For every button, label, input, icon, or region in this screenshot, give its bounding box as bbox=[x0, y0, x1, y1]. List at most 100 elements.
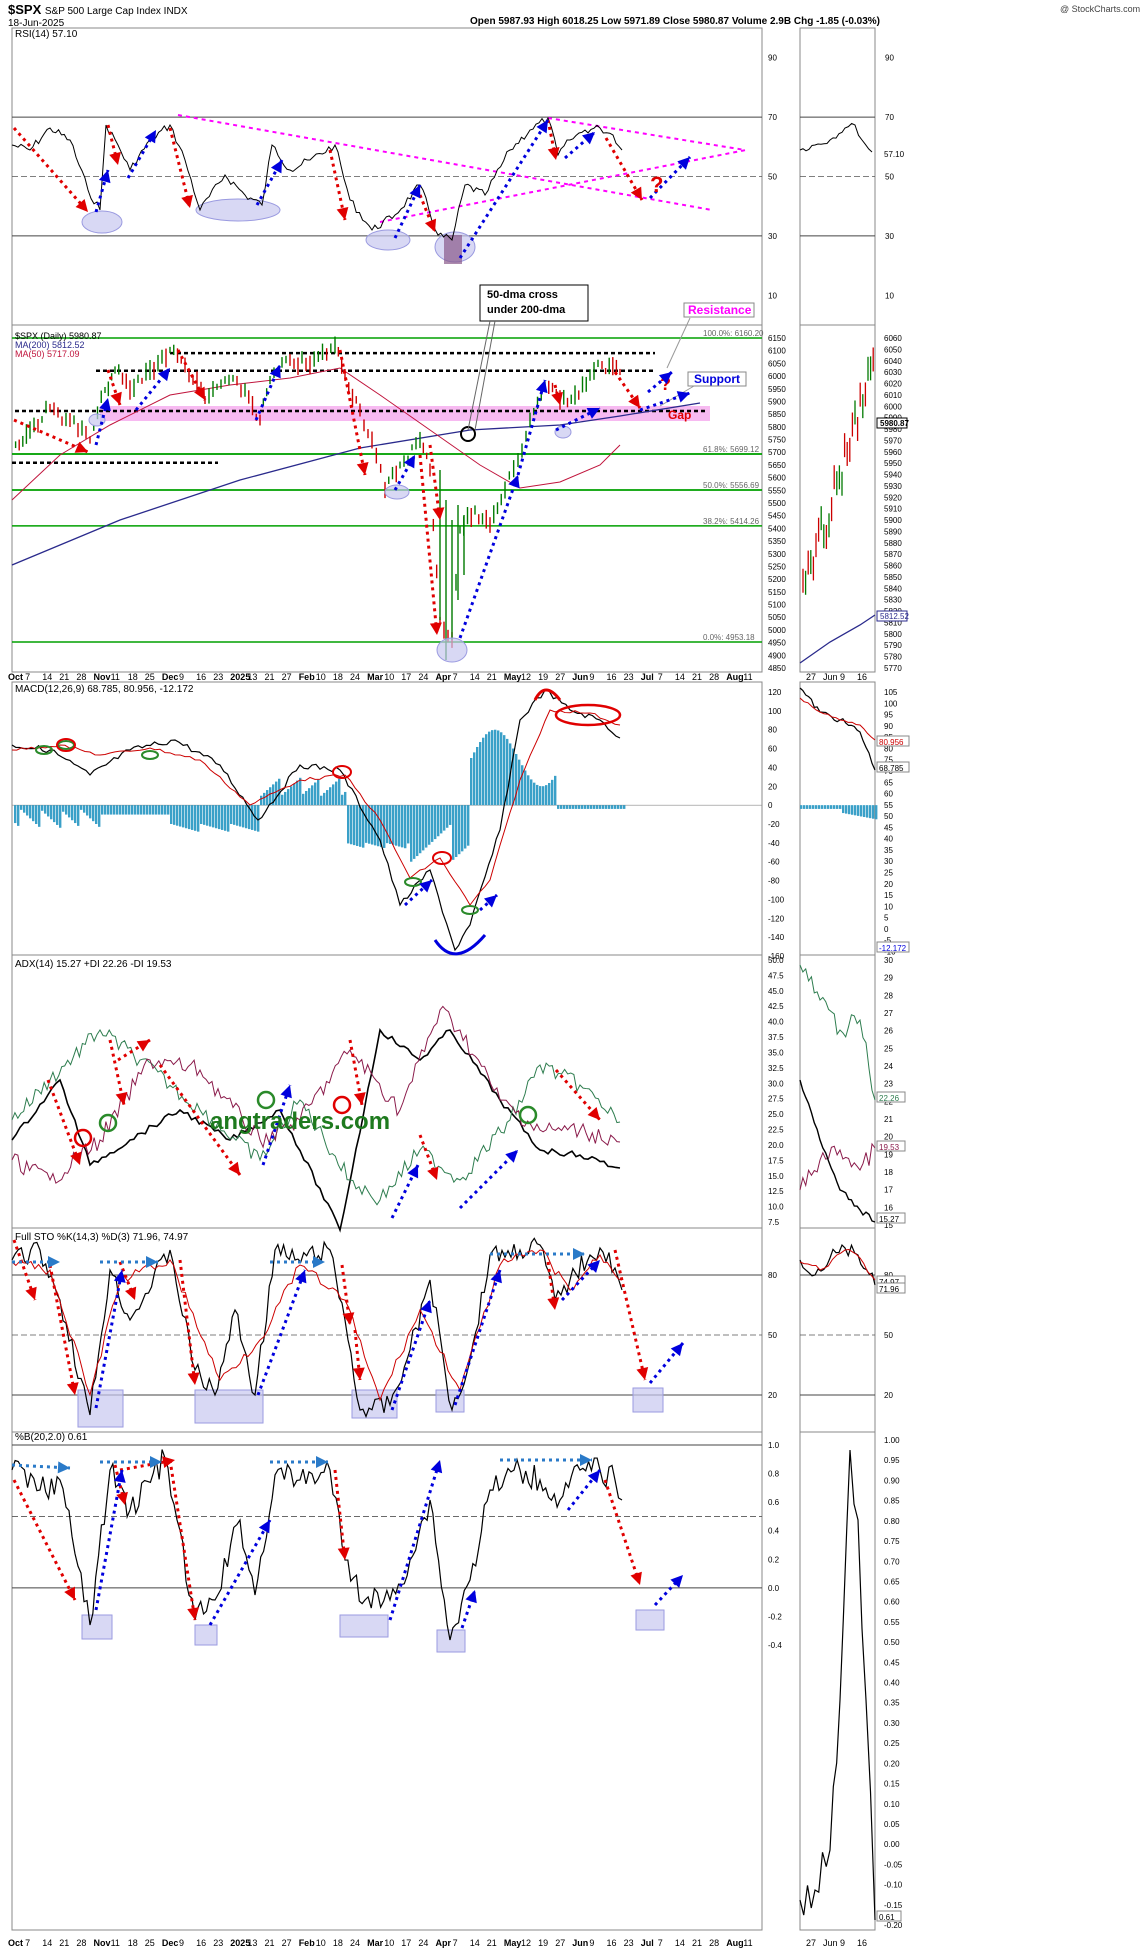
rsi-blue-arrow-head bbox=[270, 160, 282, 174]
macd-side-histogram bbox=[818, 805, 821, 809]
macd-side-histogram bbox=[863, 805, 866, 818]
sto-side-axis-tick: 50 bbox=[884, 1331, 893, 1340]
x-axis-label-bottom: 11 bbox=[743, 1938, 752, 1948]
macd-axis-tick: 80 bbox=[768, 726, 777, 735]
x-axis-label: 9 bbox=[179, 672, 184, 682]
macd-histogram-bar bbox=[482, 737, 485, 806]
macd-histogram-bar bbox=[299, 777, 302, 806]
adx-marker-circle bbox=[332, 1095, 352, 1115]
macd-side-histogram bbox=[833, 805, 836, 809]
macd-histogram-bar bbox=[347, 805, 350, 844]
macd-side-histogram bbox=[830, 805, 833, 809]
macd-histogram-bar bbox=[134, 805, 137, 815]
macd-histogram-bar bbox=[476, 746, 479, 806]
plus-di-line bbox=[11, 1028, 621, 1206]
last-price-value: 5980.87 bbox=[880, 419, 909, 428]
macd-histogram-bar bbox=[68, 805, 71, 818]
rsi-axis-tick: 70 bbox=[768, 113, 777, 122]
sto-red-arrow-head bbox=[636, 1366, 649, 1380]
ma200-tag-value: 5812.52 bbox=[880, 612, 909, 621]
macd-side-value: 68.785 bbox=[879, 764, 904, 773]
macd-histogram-bar bbox=[416, 805, 419, 857]
macd-side-axis-tick: 15 bbox=[884, 891, 893, 900]
pctb-side-axis-tick: -0.20 bbox=[884, 1921, 903, 1930]
pctb-legend: %B(20,2.0) 0.61 bbox=[15, 1432, 88, 1443]
x-axis-label: 24 bbox=[418, 672, 428, 682]
price-axis-tick: 5550 bbox=[768, 486, 786, 495]
price-blue-arrow-head bbox=[403, 455, 415, 469]
macd-histogram-bar bbox=[191, 805, 194, 830]
side-x-label-bottom: Jun bbox=[823, 1938, 838, 1948]
macd-side-axis-tick: 105 bbox=[884, 688, 898, 697]
price-red-arrow bbox=[338, 349, 367, 476]
macd-histogram-bar bbox=[188, 805, 191, 830]
fib-label: 38.2%: 5414.26 bbox=[703, 517, 760, 526]
macd-histogram-bar bbox=[218, 805, 221, 830]
macd-histogram-bar bbox=[551, 779, 554, 806]
macd-histogram-bar bbox=[224, 805, 227, 831]
macd-signal-line bbox=[11, 709, 621, 906]
macd-histogram-bar bbox=[65, 805, 68, 815]
macd-bottom-curve bbox=[433, 934, 487, 956]
price-side-axis-tick: 5970 bbox=[884, 436, 902, 445]
macd-red-circle bbox=[56, 738, 76, 752]
gap-zone bbox=[100, 406, 710, 421]
macd-histogram-bar bbox=[338, 778, 341, 806]
pctb-axis-tick: 0.0 bbox=[768, 1584, 780, 1593]
macd-histogram-bar bbox=[89, 805, 92, 819]
sto-axis-tick: 50 bbox=[768, 1331, 777, 1340]
macd-histogram-bar bbox=[464, 805, 467, 849]
macd-histogram-bar bbox=[98, 805, 101, 827]
macd-histogram-bar bbox=[146, 805, 149, 815]
x-axis-label: 10 bbox=[316, 672, 326, 682]
pctb-red-arrow-head bbox=[187, 1607, 200, 1620]
macd-side-axis-tick: 5 bbox=[884, 914, 889, 923]
adx-axis-tick: 22.5 bbox=[768, 1126, 784, 1135]
rsi-oversold-oval bbox=[81, 210, 123, 234]
price-axis-tick: 6050 bbox=[768, 359, 786, 368]
price-side-axis-tick: 5830 bbox=[884, 596, 902, 605]
adx-red-arrow bbox=[418, 1134, 439, 1181]
adx-marker-circle bbox=[73, 1128, 93, 1148]
pctb-side-axis-tick: -0.10 bbox=[884, 1881, 903, 1890]
price-axis-tick: 5700 bbox=[768, 448, 786, 457]
rsi-blue-arrow-head bbox=[536, 120, 548, 134]
price-blue-arrow bbox=[555, 406, 601, 432]
macd-axis-tick: -40 bbox=[768, 839, 780, 848]
rsi-axis-tick: 90 bbox=[768, 54, 777, 63]
x-axis-label-bottom: 9 bbox=[589, 1938, 594, 1948]
macd-histogram-bar bbox=[215, 805, 218, 829]
macd-histogram-bar bbox=[623, 805, 626, 809]
x-axis-label: Jul bbox=[641, 672, 654, 682]
fib-label: 61.8%: 5699.12 bbox=[703, 445, 760, 454]
price-axis-tick: 6100 bbox=[768, 347, 786, 356]
x-axis-label: 23 bbox=[213, 672, 223, 682]
macd-histogram-bar bbox=[275, 781, 278, 806]
macd-side-axis-tick: 95 bbox=[884, 711, 893, 720]
macd-top-curve bbox=[533, 688, 562, 701]
adx-red-arrow-head bbox=[70, 1151, 82, 1165]
sto-blue-arrow bbox=[390, 1299, 432, 1411]
x-axis-label-bottom: 25 bbox=[145, 1938, 155, 1948]
side-x-label: 27 bbox=[806, 672, 816, 682]
sto-blue-arrow-head bbox=[490, 1270, 502, 1284]
macd-histogram-bar bbox=[419, 805, 422, 854]
adx-blue-arrow-head bbox=[280, 1085, 292, 1099]
macd-histogram-bar bbox=[296, 780, 299, 806]
pctb-side-axis-tick: 0.70 bbox=[884, 1557, 900, 1566]
macd-red-circle bbox=[432, 851, 452, 865]
sto-side-d bbox=[799, 1249, 876, 1281]
macd-histogram-bar bbox=[56, 805, 59, 825]
macd-side-axis-tick: 20 bbox=[884, 880, 893, 889]
price-side-axis-tick: 5810 bbox=[884, 618, 902, 627]
x-axis-label-bottom: 18 bbox=[128, 1938, 138, 1948]
x-axis-label: 24 bbox=[350, 672, 360, 682]
macd-histogram-bar bbox=[533, 782, 536, 806]
x-axis-label-bottom: 27 bbox=[555, 1938, 565, 1948]
macd-histogram-bar bbox=[386, 805, 389, 844]
macd-histogram-bar bbox=[305, 791, 308, 806]
price-side-axis-tick: 6030 bbox=[884, 368, 902, 377]
macd-histogram-bar bbox=[524, 770, 527, 806]
macd-side-axis-tick: 35 bbox=[884, 846, 893, 855]
side-panel-frame-price bbox=[799, 324, 876, 673]
